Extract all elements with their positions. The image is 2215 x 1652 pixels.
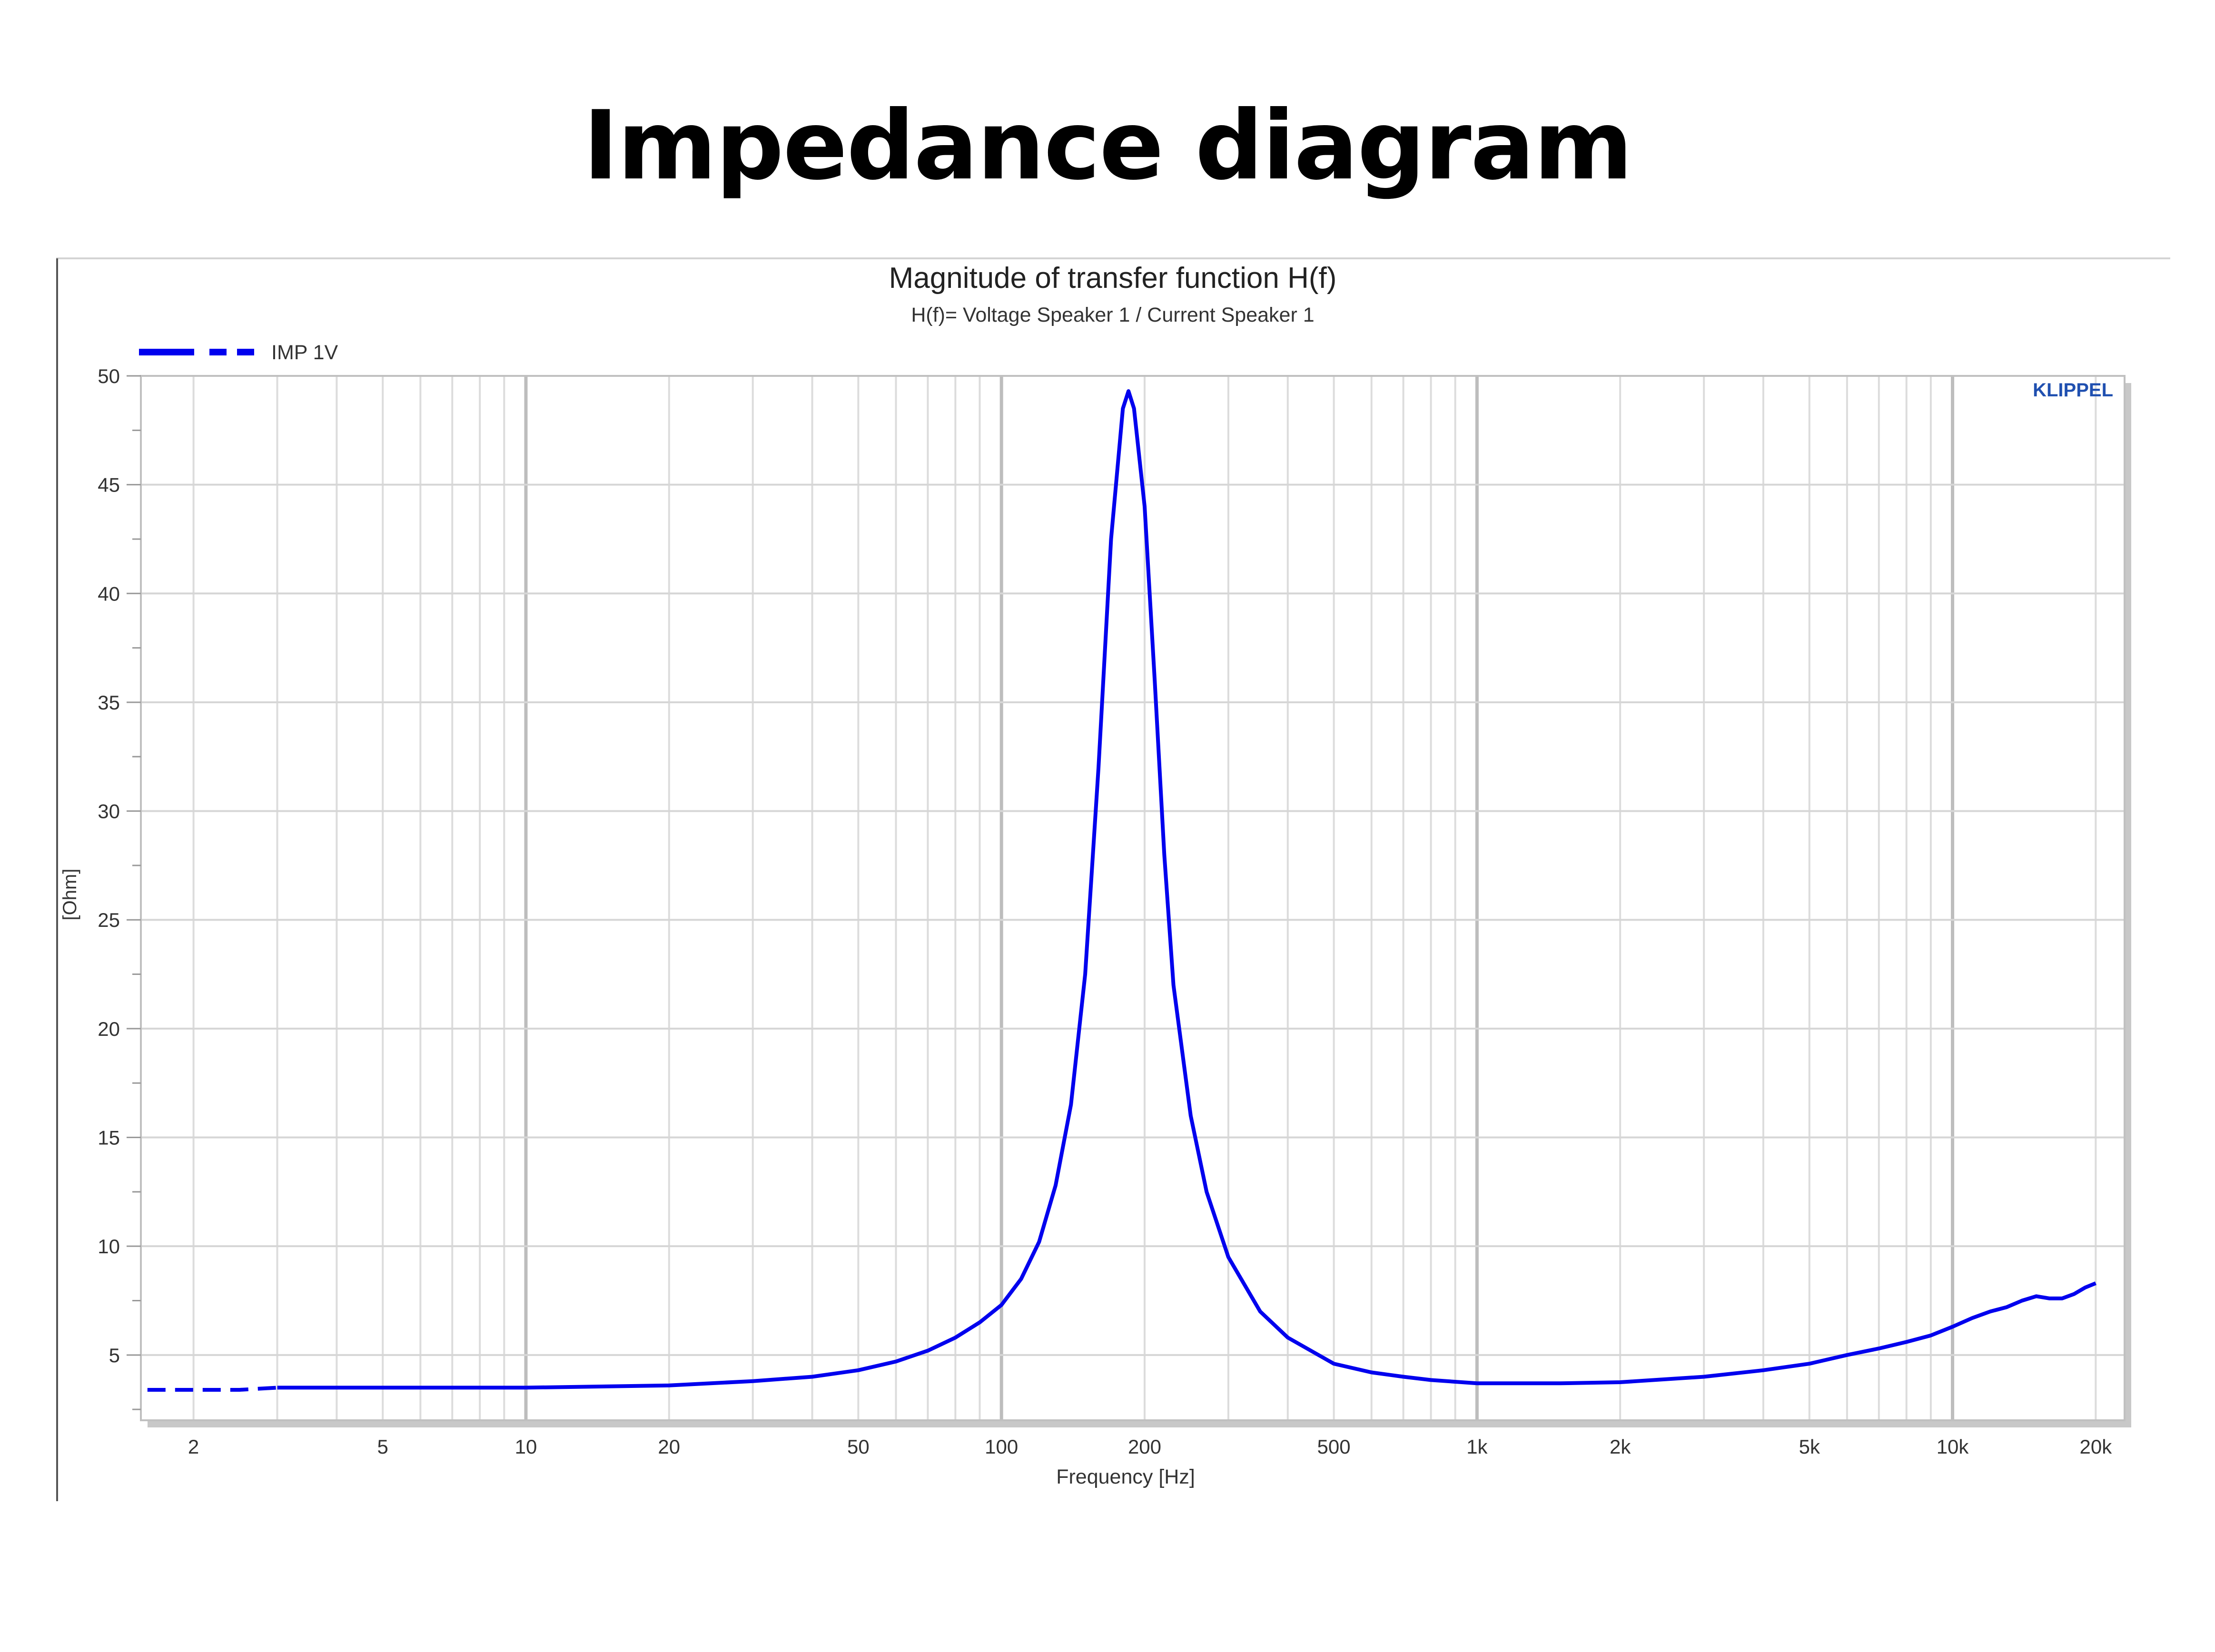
y-tick-label: 25 — [98, 909, 120, 931]
x-tick-label: 500 — [1317, 1436, 1351, 1458]
x-tick-label: 2 — [188, 1436, 199, 1458]
y-tick-label: 20 — [98, 1018, 120, 1040]
y-axis-label: [Ohm] — [59, 869, 80, 921]
chart-title: Magnitude of transfer function H(f) — [889, 262, 1337, 295]
y-tick-label: 10 — [98, 1235, 120, 1258]
x-tick-label: 5 — [377, 1436, 388, 1458]
y-tick-label: 40 — [98, 582, 120, 605]
x-tick-label: 20 — [658, 1436, 680, 1458]
plot-border — [140, 375, 2126, 1421]
x-tick-label: 1k — [1466, 1436, 1488, 1458]
y-tick-label: 35 — [98, 691, 120, 714]
y-tick-label: 45 — [98, 474, 120, 496]
y-tick-label: 15 — [98, 1127, 120, 1149]
x-tick-label: 10k — [1937, 1436, 1969, 1458]
chart-subtitle: H(f)= Voltage Speaker 1 / Current Speake… — [911, 304, 1314, 326]
legend-label: IMP 1V — [271, 341, 338, 364]
page-title: Impedance diagram — [583, 90, 1633, 201]
series-layer — [147, 389, 2096, 1392]
y-tick-label: 5 — [109, 1344, 120, 1367]
x-axis: 2 5 10 20 50 100 200 500 1k 2k 5k 10k 20k — [188, 1436, 2112, 1458]
klippel-logo: KLIPPEL — [2033, 380, 2113, 401]
x-tick-label: 100 — [985, 1436, 1018, 1458]
x-tick-label: 2k — [1610, 1436, 1631, 1458]
x-tick-label: 200 — [1128, 1436, 1161, 1458]
y-tick-label: 30 — [98, 800, 120, 823]
grid — [140, 375, 2126, 1421]
x-tick-label: 5k — [1799, 1436, 1820, 1458]
legend: IMP 1V — [139, 341, 338, 364]
series-line-dashed — [147, 1386, 277, 1392]
series-line — [277, 389, 2096, 1390]
x-axis-label: Frequency [Hz] — [1056, 1465, 1195, 1488]
x-tick-label: 20k — [2079, 1436, 2112, 1458]
y-tick-label: 50 — [98, 365, 120, 387]
y-axis: 5 10 15 20 25 30 35 40 45 50 — [98, 365, 141, 1410]
x-tick-label: 50 — [847, 1436, 870, 1458]
plot-area — [141, 376, 2125, 1420]
x-tick-label: 10 — [515, 1436, 537, 1458]
